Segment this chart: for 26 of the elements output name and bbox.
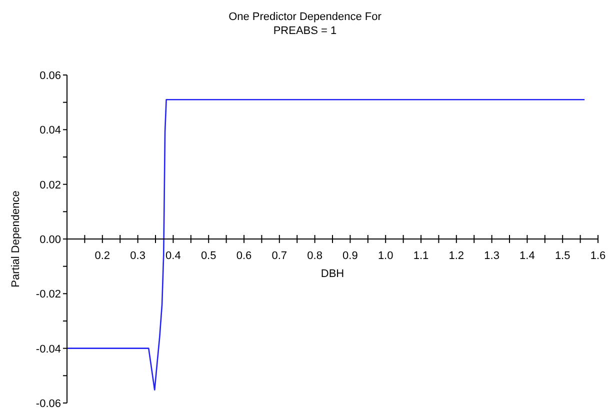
x-tick-label: 0.7 xyxy=(272,250,288,262)
x-tick-label: 1.0 xyxy=(378,250,394,262)
x-tick-label: 0.8 xyxy=(307,250,322,262)
x-tick-label: 1.3 xyxy=(484,250,500,262)
y-tick-label: -0.02 xyxy=(36,288,61,301)
x-tick-label: 0.5 xyxy=(200,250,216,262)
y-tick-label: 0.04 xyxy=(40,124,61,137)
x-tick-label: 0.2 xyxy=(94,250,110,262)
x-tick-label: 1.6 xyxy=(590,250,606,262)
x-tick-label: 0.9 xyxy=(342,250,358,262)
y-axis-title: Partial Dependence xyxy=(10,190,22,288)
y-tick-label: 0.02 xyxy=(40,179,61,192)
x-tick-label: 0.3 xyxy=(130,250,146,262)
chart-title: One Predictor Dependence For PREABS = 1 xyxy=(228,10,382,38)
x-tick-label: 0.6 xyxy=(236,250,252,262)
x-tick-label: 1.5 xyxy=(554,250,570,262)
x-tick-label: 0.4 xyxy=(166,250,181,262)
x-tick-label: 1.2 xyxy=(448,250,464,262)
x-axis-title: DBH xyxy=(320,268,346,280)
x-tick-label: 1.1 xyxy=(413,250,429,262)
x-tick-label: 1.4 xyxy=(520,250,535,262)
y-tick-label: -0.04 xyxy=(36,343,61,356)
y-tick-label: -0.06 xyxy=(36,398,61,410)
line-series xyxy=(67,98,586,391)
y-tick-label: 0.06 xyxy=(40,70,61,82)
y-tick-label: 0.00 xyxy=(40,234,61,246)
